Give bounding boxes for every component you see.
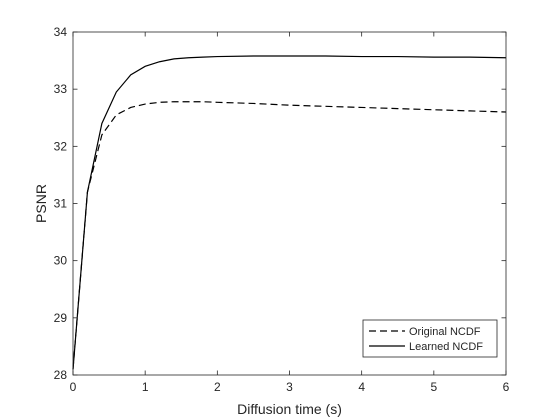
y-tick-label: 34 bbox=[54, 25, 68, 39]
legend-entry: Original NCDF bbox=[409, 326, 481, 338]
x-tick-label: 1 bbox=[142, 380, 149, 394]
series-line-2 bbox=[72, 55, 507, 370]
y-tick-label: 29 bbox=[54, 311, 68, 325]
plot-area bbox=[73, 32, 506, 375]
axes bbox=[72, 31, 507, 376]
y-tick-label: 28 bbox=[54, 368, 68, 382]
y-axis-label: PSNR bbox=[33, 184, 49, 223]
x-axis-label: Diffusion time (s) bbox=[237, 401, 342, 417]
x-tick-label: 6 bbox=[503, 380, 510, 394]
x-tick-label: 5 bbox=[430, 380, 437, 394]
legend: Original NCDF Learned NCDF bbox=[362, 319, 498, 358]
y-tick-label: 31 bbox=[54, 197, 68, 211]
legend-box bbox=[362, 319, 498, 358]
series-line-1 bbox=[72, 101, 507, 370]
legend-entry: Learned NCDF bbox=[409, 341, 483, 353]
plot-background bbox=[73, 32, 506, 375]
x-tick-label: 0 bbox=[70, 380, 77, 394]
series-layer bbox=[72, 55, 507, 370]
x-tick-label: 4 bbox=[358, 380, 365, 394]
y-tick-label: 32 bbox=[54, 139, 68, 153]
y-tick-label: 30 bbox=[54, 254, 68, 268]
y-tick-label: 33 bbox=[54, 82, 68, 96]
x-tick-label: 2 bbox=[214, 380, 221, 394]
x-tick-label: 3 bbox=[286, 380, 293, 394]
